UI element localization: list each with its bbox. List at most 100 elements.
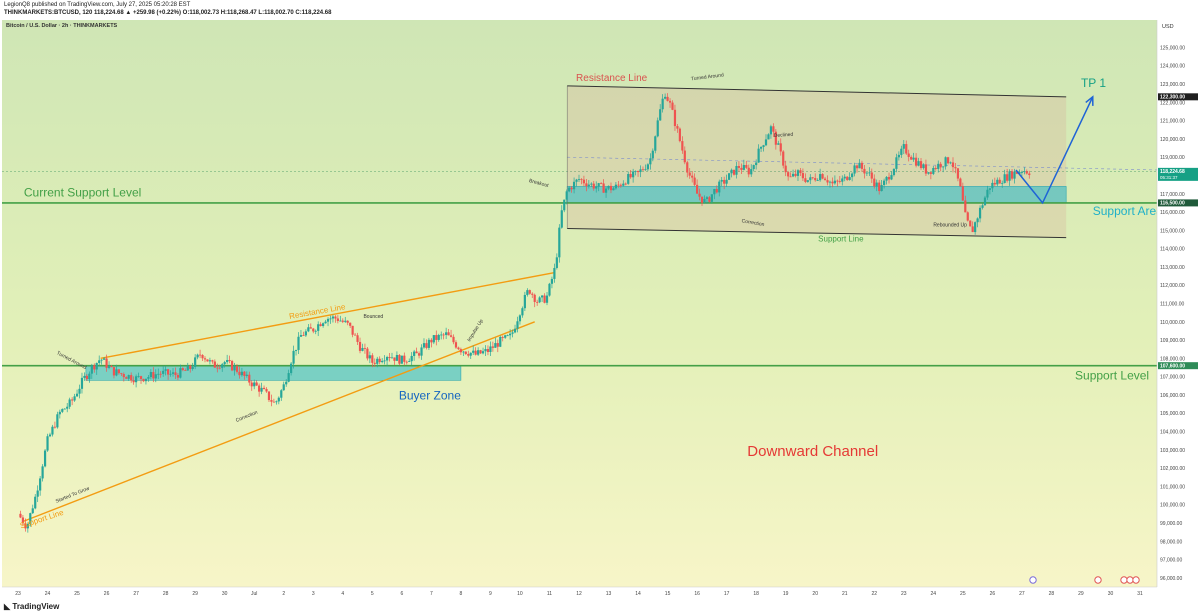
candle — [110, 365, 113, 368]
candle-body — [636, 170, 640, 173]
candle-body — [836, 180, 839, 182]
candle — [287, 369, 290, 383]
candle — [85, 374, 88, 381]
candle — [742, 159, 745, 171]
candle — [794, 169, 797, 178]
support-area-zone — [566, 186, 1067, 204]
candle — [68, 397, 71, 410]
candle-body — [600, 183, 603, 184]
candle — [804, 173, 807, 184]
candle — [964, 195, 967, 213]
candle-body — [122, 374, 125, 378]
x-tick-label: 26 — [990, 591, 996, 597]
candle-body — [235, 366, 239, 372]
annotation-rebounded-up: Rebounded Up — [933, 223, 967, 229]
annotation-bounced: Bounced — [363, 314, 383, 320]
candle-body — [732, 169, 736, 175]
candle — [865, 172, 868, 176]
candle — [681, 136, 684, 154]
candle — [654, 135, 657, 154]
time-axis-panel — [0, 587, 1157, 599]
candle-body — [841, 178, 844, 182]
candle-body — [95, 362, 98, 370]
candle-body — [346, 320, 349, 323]
y-tick-label: 108,000.00 — [1160, 356, 1185, 362]
candle-body — [125, 377, 128, 379]
candle — [211, 359, 214, 364]
candle-body — [93, 365, 96, 370]
candle — [961, 182, 964, 202]
candle — [39, 476, 42, 496]
candle-body — [440, 334, 443, 336]
candle — [659, 104, 662, 121]
downward-channel-area — [567, 85, 1067, 238]
candle — [103, 357, 106, 360]
candle — [767, 133, 770, 140]
candle — [1010, 169, 1014, 181]
candle-body — [381, 360, 384, 363]
candle — [698, 188, 701, 201]
candle-body — [651, 150, 654, 159]
candle-body — [708, 197, 711, 202]
candle-body — [870, 172, 873, 179]
candle-body — [526, 290, 529, 295]
candle-body — [61, 409, 64, 412]
x-tick-label: 4 — [341, 591, 344, 597]
candle — [902, 140, 905, 155]
candle-body — [137, 376, 140, 377]
candle-body — [117, 369, 120, 374]
candle — [326, 317, 330, 327]
candle — [764, 134, 768, 147]
candle-body — [1020, 172, 1023, 173]
candle-body — [127, 375, 130, 379]
candle — [693, 173, 696, 187]
candle-body — [184, 370, 187, 371]
candle — [235, 364, 239, 374]
candle-body — [243, 371, 246, 376]
candle-body — [68, 399, 71, 407]
candle-body — [496, 343, 499, 347]
tradingview-logo-icon: ◣ — [4, 602, 13, 611]
candle-body — [403, 355, 406, 362]
candle-body — [287, 373, 290, 382]
candle-body — [457, 347, 460, 350]
candle — [688, 168, 691, 179]
candle-body — [513, 328, 517, 333]
candle-body — [66, 406, 69, 409]
candle-body — [676, 126, 679, 129]
candle-body — [233, 366, 236, 371]
candle-body — [762, 145, 765, 147]
candle-body — [445, 332, 448, 335]
x-tick-label: 2 — [282, 591, 285, 597]
candle — [245, 371, 248, 378]
candle — [356, 332, 359, 345]
event-marker-icon — [1120, 576, 1128, 584]
candle-body — [420, 347, 423, 356]
candle-body — [946, 157, 950, 164]
candle-body — [400, 355, 403, 364]
candle — [88, 371, 91, 383]
candle — [398, 353, 401, 366]
candle-body — [85, 375, 88, 379]
candle — [378, 356, 381, 365]
candle-body — [413, 351, 416, 356]
candle-body — [309, 327, 312, 329]
candle-body — [511, 332, 514, 334]
candle-body — [154, 374, 157, 379]
candle — [900, 145, 903, 158]
candle-body — [120, 373, 123, 375]
candle-body — [683, 150, 686, 163]
candle-body — [405, 361, 408, 363]
candle-body — [191, 366, 194, 369]
candle — [597, 182, 600, 192]
candle — [78, 384, 81, 399]
candle-body — [24, 523, 27, 529]
candle-body — [19, 513, 22, 518]
candle — [782, 150, 785, 169]
candle-body — [132, 380, 135, 383]
candle-body — [927, 172, 930, 174]
candle — [668, 98, 672, 108]
candle-body — [489, 346, 492, 353]
candle — [51, 424, 54, 437]
candle — [484, 345, 487, 356]
